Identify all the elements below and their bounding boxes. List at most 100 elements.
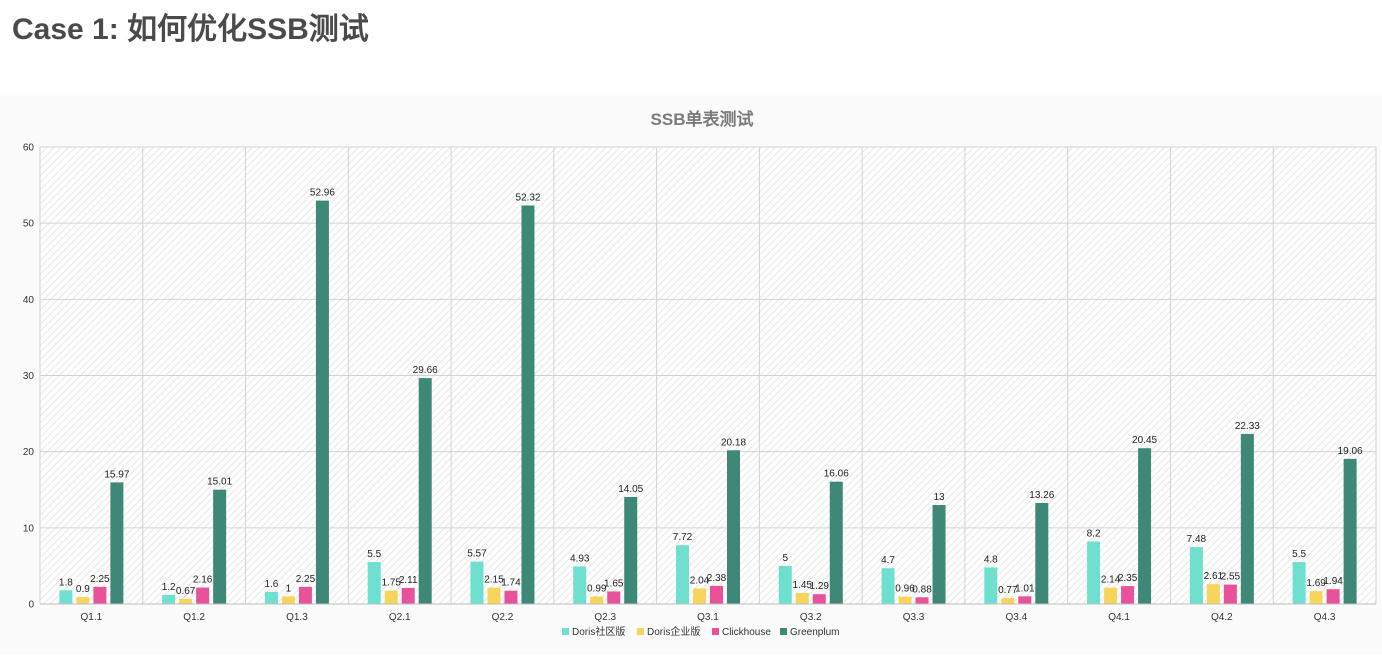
data-label: 13.26 bbox=[1029, 490, 1054, 501]
legend-swatch bbox=[637, 628, 644, 635]
data-label: 0.99 bbox=[587, 583, 607, 594]
bar bbox=[710, 585, 723, 604]
data-label: 4.7 bbox=[881, 555, 895, 566]
data-label: 2.04 bbox=[690, 575, 710, 586]
data-label: 5.57 bbox=[467, 549, 487, 560]
data-label: 2.25 bbox=[90, 574, 110, 585]
bar bbox=[1121, 586, 1135, 604]
bar bbox=[264, 591, 278, 604]
y-tick-label: 10 bbox=[23, 523, 35, 534]
data-label: 0.67 bbox=[176, 586, 196, 597]
legend-swatch bbox=[562, 628, 569, 635]
bar bbox=[795, 592, 809, 604]
bar bbox=[1292, 562, 1306, 604]
data-label: 14.05 bbox=[618, 484, 643, 495]
data-label: 1.69 bbox=[1306, 578, 1326, 589]
bar bbox=[881, 568, 895, 604]
bar bbox=[1104, 587, 1118, 604]
data-label: 1.74 bbox=[501, 578, 521, 589]
data-label: 1.45 bbox=[793, 580, 813, 591]
data-label: 8.2 bbox=[1087, 529, 1101, 540]
x-tick-label: Q3.1 bbox=[697, 612, 719, 623]
data-label: 20.18 bbox=[721, 437, 746, 448]
data-label: 7.72 bbox=[673, 532, 693, 543]
bar bbox=[418, 378, 432, 604]
data-label: 2.38 bbox=[707, 573, 727, 584]
bar bbox=[829, 481, 843, 604]
legend-label: Doris社区版 bbox=[572, 625, 625, 638]
data-label: 16.06 bbox=[824, 469, 849, 480]
data-label: 1.29 bbox=[810, 581, 830, 592]
bar bbox=[1087, 541, 1101, 604]
data-label: 19.06 bbox=[1338, 446, 1363, 457]
x-tick-label: Q4.3 bbox=[1314, 612, 1336, 623]
y-tick-label: 0 bbox=[28, 600, 34, 611]
bar bbox=[367, 562, 381, 604]
bar bbox=[1138, 448, 1152, 604]
bar bbox=[384, 590, 398, 604]
x-tick-label: Q1.3 bbox=[286, 612, 308, 623]
chart-legend: Doris社区版 Doris企业版 Clickhouse Greenplum bbox=[562, 625, 839, 638]
x-tick-label: Q3.2 bbox=[800, 612, 822, 623]
bar bbox=[93, 586, 107, 604]
x-tick-label: Q3.3 bbox=[903, 612, 925, 623]
bar bbox=[281, 596, 295, 604]
data-label: 2.25 bbox=[296, 574, 316, 585]
bar-chart: SSB单表测试 01020304050601.80.92.2515.97Q1.1… bbox=[0, 95, 1382, 655]
bar bbox=[196, 587, 210, 604]
data-label: 5 bbox=[782, 553, 788, 564]
bar bbox=[693, 588, 706, 604]
data-label: 0.96 bbox=[895, 584, 915, 595]
data-label: 2.14 bbox=[1101, 575, 1121, 586]
x-tick-label: Q2.3 bbox=[594, 612, 616, 623]
bar bbox=[778, 565, 792, 604]
data-label: 1.65 bbox=[604, 578, 624, 589]
data-label: 2.16 bbox=[193, 575, 213, 586]
bar bbox=[470, 561, 484, 604]
bar bbox=[915, 597, 929, 604]
data-label: 29.66 bbox=[413, 365, 438, 376]
bar bbox=[1035, 503, 1049, 604]
data-label: 2.15 bbox=[484, 575, 504, 586]
data-label: 1.2 bbox=[162, 582, 176, 593]
data-label: 1.75 bbox=[381, 578, 401, 589]
data-label: 5.5 bbox=[1292, 549, 1306, 560]
data-label: 15.01 bbox=[207, 477, 232, 488]
bar bbox=[1240, 433, 1254, 604]
data-label: 2.11 bbox=[399, 575, 418, 586]
data-label: 0.9 bbox=[76, 584, 90, 595]
y-tick-label: 20 bbox=[23, 447, 35, 458]
bar bbox=[76, 597, 90, 604]
bar bbox=[401, 587, 415, 604]
data-label: 5.5 bbox=[367, 549, 381, 560]
data-label: 52.96 bbox=[310, 188, 335, 199]
data-label: 2.35 bbox=[1118, 573, 1138, 584]
data-label: 4.8 bbox=[984, 554, 998, 565]
data-label: 52.32 bbox=[515, 192, 540, 203]
bar bbox=[624, 496, 638, 604]
data-label: 4.93 bbox=[570, 553, 590, 564]
legend-swatch bbox=[712, 628, 719, 635]
data-label: 0.77 bbox=[998, 585, 1018, 596]
bar bbox=[487, 587, 501, 604]
x-tick-label: Q2.2 bbox=[492, 612, 514, 623]
bar bbox=[573, 566, 587, 604]
bar bbox=[504, 590, 518, 604]
data-label: 2.55 bbox=[1221, 572, 1241, 583]
x-tick-label: Q1.1 bbox=[81, 612, 103, 623]
x-tick-label: Q4.1 bbox=[1108, 612, 1130, 623]
data-label: 0.88 bbox=[912, 584, 932, 595]
legend-swatch bbox=[780, 628, 787, 635]
x-tick-label: Q2.1 bbox=[389, 612, 411, 623]
data-label: 1.94 bbox=[1323, 576, 1343, 587]
y-tick-label: 40 bbox=[23, 295, 35, 306]
y-tick-label: 60 bbox=[23, 143, 35, 154]
chart-container: SSB单表测试 0 10 20 30 40 50 60 1.8 0.9 2.25 15.97 Q1.1… bbox=[0, 95, 1382, 655]
data-label: 7.48 bbox=[1187, 534, 1207, 545]
bar bbox=[298, 586, 312, 604]
x-tick-label: Q4.2 bbox=[1211, 612, 1233, 623]
y-tick-label: 30 bbox=[23, 371, 35, 382]
bar bbox=[1189, 547, 1203, 604]
chart-title: SSB单表测试 bbox=[651, 109, 754, 129]
bar bbox=[179, 598, 193, 604]
